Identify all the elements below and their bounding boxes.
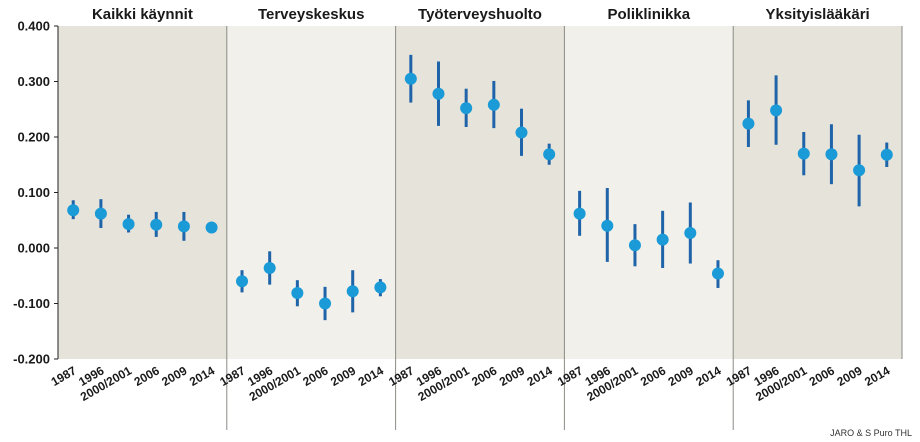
data-point	[404, 72, 417, 85]
panel-title: Kaikki käynnit	[92, 6, 193, 23]
data-point	[742, 117, 755, 130]
panel-title: Terveyskeskus	[258, 6, 364, 23]
data-point	[853, 164, 866, 177]
y-tick-label: 0.200	[17, 130, 50, 145]
data-point	[711, 267, 724, 280]
source-credit: JARO & S Puro THL	[830, 428, 912, 438]
x-tick-label: 1987	[49, 363, 79, 389]
data-point	[67, 204, 80, 217]
panel-background	[58, 26, 227, 359]
y-tick-label: -0.100	[13, 296, 50, 311]
x-tick-label: 2014	[356, 363, 386, 389]
data-point	[346, 285, 359, 298]
panel-title: Yksityislääkäri	[765, 6, 869, 23]
panel-background	[564, 26, 734, 359]
y-tick-label: 0.100	[17, 185, 50, 200]
data-point	[122, 218, 135, 231]
data-point	[880, 148, 893, 161]
data-point	[487, 98, 500, 111]
x-tick-label: 2014	[693, 363, 723, 389]
data-point	[573, 207, 586, 220]
x-tick-label: 1987	[386, 363, 416, 389]
x-tick-label: 2014	[187, 363, 217, 389]
panel-backgrounds	[58, 26, 902, 359]
data-point	[291, 286, 304, 299]
panel-titles: Kaikki käynnit Terveyskeskus Työterveyshuo…	[92, 6, 870, 23]
panel-dividers	[226, 26, 903, 430]
x-tick-label: 2009	[497, 363, 527, 389]
y-tick-label: 0.000	[17, 241, 50, 256]
x-tick-label: 2009	[666, 363, 696, 389]
x-tick-label: 2009	[159, 363, 189, 389]
y-tick-label: 0.400	[17, 19, 50, 34]
x-tick-label: 2006	[300, 363, 330, 389]
panel-background	[226, 26, 396, 359]
x-tick-label: 2014	[862, 363, 892, 389]
data-point	[656, 233, 669, 246]
data-point	[515, 126, 528, 139]
data-point	[432, 87, 445, 100]
x-tick-label: 1987	[555, 363, 585, 389]
panel-title: Työterveyshuolto	[418, 6, 542, 23]
x-tick-label: 2009	[834, 363, 864, 389]
data-point	[684, 227, 697, 240]
data-point	[374, 281, 387, 294]
data-point	[263, 261, 276, 274]
data-point	[319, 297, 332, 310]
data-point	[205, 221, 218, 234]
data-point	[601, 219, 614, 232]
panel-title: Poliklinikka	[608, 6, 691, 23]
data-point	[94, 207, 107, 220]
x-tick-label: 2014	[525, 363, 555, 389]
y-tick-label: 0.300	[17, 74, 50, 89]
data-point	[543, 148, 556, 161]
data-point	[150, 218, 163, 231]
data-points	[67, 72, 893, 310]
x-tick-label: 2006	[807, 363, 837, 389]
data-point	[460, 102, 473, 115]
data-point	[177, 220, 190, 233]
x-tick-label: 1987	[217, 363, 247, 389]
x-tick-label: 2006	[638, 363, 668, 389]
data-point	[236, 275, 249, 288]
data-point	[825, 148, 838, 161]
x-tick-label: 2006	[469, 363, 499, 389]
y-tick-label: -0.200	[13, 352, 50, 367]
y-axis: 0.400 0.300 0.200 0.100 0.000 -0.100 -0.200	[13, 19, 59, 367]
x-tick-label: 2006	[132, 363, 162, 389]
data-point	[628, 239, 641, 252]
x-tick-label: 1987	[724, 363, 754, 389]
x-tick-label: 2009	[328, 363, 358, 389]
data-point	[797, 147, 810, 160]
panel-background	[395, 26, 565, 359]
panel-background	[733, 26, 902, 359]
data-point	[770, 104, 783, 117]
